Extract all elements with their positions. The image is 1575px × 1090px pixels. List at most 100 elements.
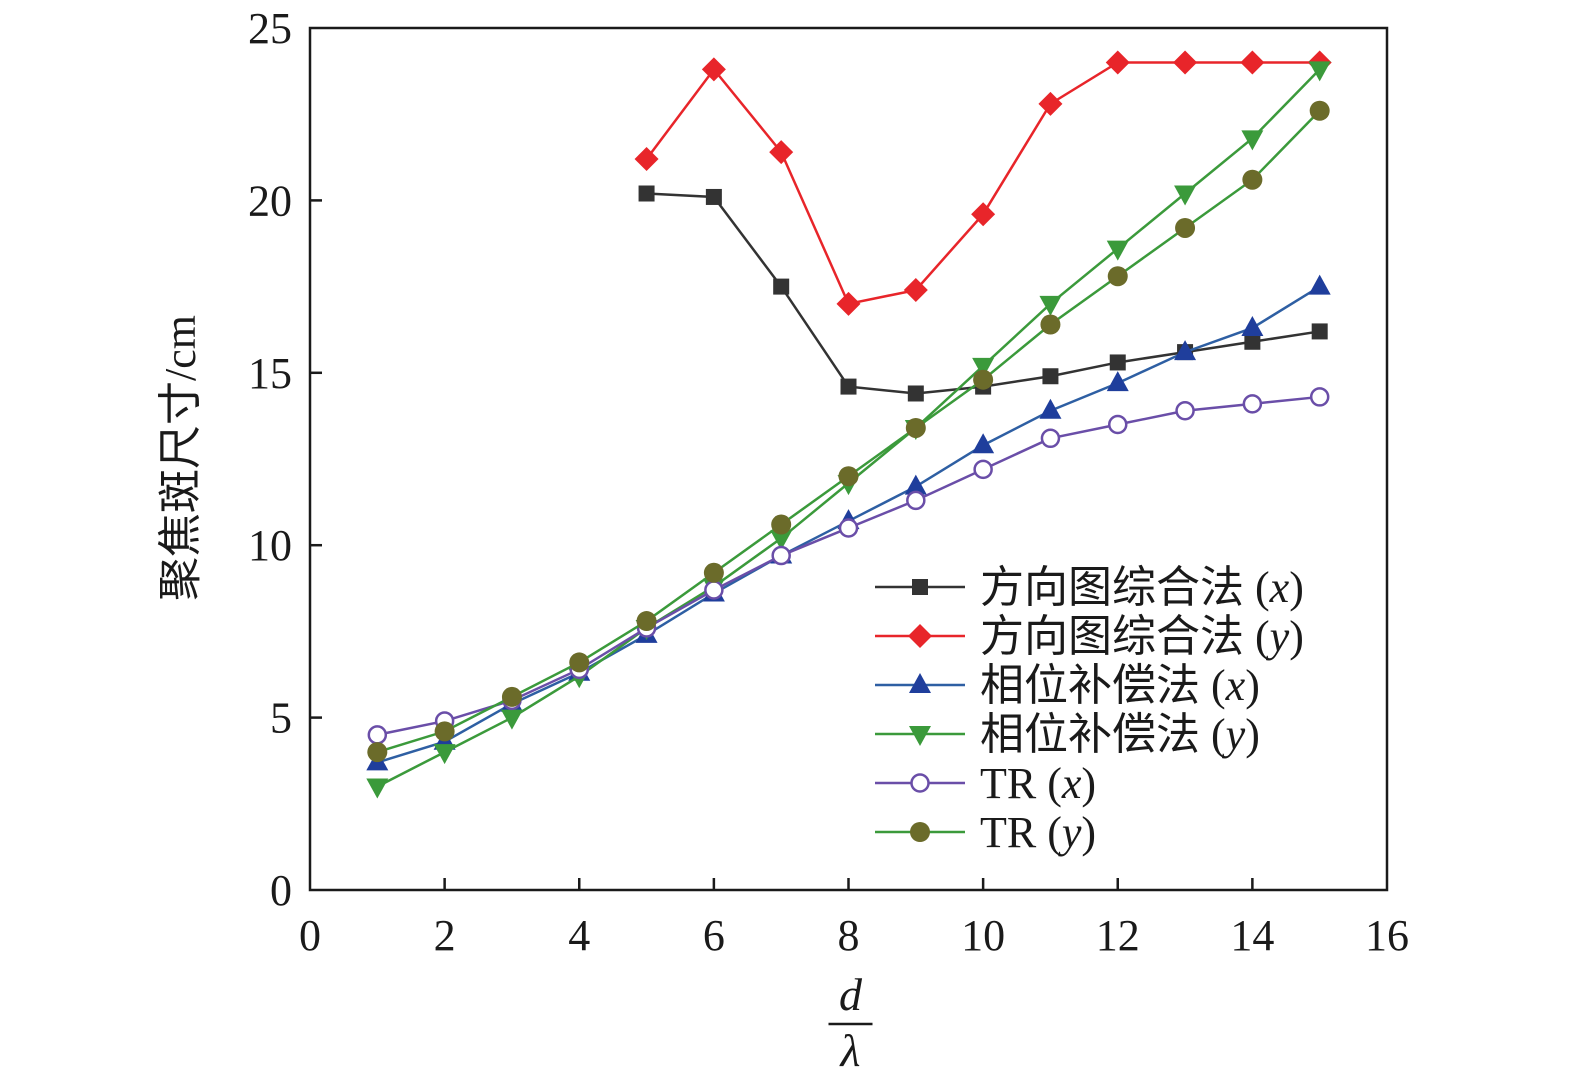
- marker-triangle-down: [972, 357, 995, 378]
- marker-triangle-up: [904, 474, 927, 495]
- marker-square: [840, 378, 857, 395]
- legend-label: 相位补偿法 (x): [980, 661, 1260, 710]
- marker-triangle-down: [1039, 295, 1062, 316]
- legend-label: TR (y): [980, 808, 1096, 857]
- marker-square: [907, 385, 924, 402]
- legend-item: 相位补偿法 (x): [875, 661, 1260, 710]
- marker-diamond: [701, 57, 726, 82]
- marker-triangle-up: [1241, 315, 1264, 336]
- legend-item: TR (y): [875, 808, 1096, 857]
- marker-circle: [1175, 217, 1196, 238]
- legend-item: 相位补偿法 (y): [875, 710, 1260, 759]
- series-5: [367, 387, 1330, 745]
- marker-square: [1042, 368, 1059, 385]
- y-tick-label: 20: [248, 176, 292, 225]
- marker-triangle-up: [909, 673, 931, 693]
- marker-circle-open: [367, 725, 388, 745]
- marker-diamond: [971, 202, 996, 227]
- plot-frame: [308, 26, 1389, 892]
- series-6: [367, 100, 1330, 763]
- marker-triangle-down: [1174, 185, 1197, 206]
- marker-diamond: [903, 278, 928, 303]
- marker-circle-open: [838, 518, 859, 538]
- marker-circle-open: [1242, 394, 1263, 414]
- x-axis-label-numerator: d: [839, 969, 863, 1020]
- marker-circle: [1309, 100, 1330, 121]
- marker-circle: [771, 514, 792, 535]
- marker-circle: [501, 686, 522, 707]
- marker-triangle-down: [500, 709, 523, 730]
- marker-triangle-down: [909, 726, 931, 746]
- marker-circle: [838, 466, 859, 487]
- marker-diamond: [1173, 50, 1198, 75]
- axes: 0 2 4 6 8 10 12 14 16 0 5 10 15 20 25: [248, 4, 1409, 960]
- x-tick-label: 4: [568, 911, 590, 960]
- series-layer: [366, 50, 1332, 799]
- x-tick-label: 2: [434, 911, 456, 960]
- marker-circle: [905, 417, 926, 438]
- x-tick-label: 0: [299, 911, 321, 960]
- marker-triangle-down: [770, 530, 793, 551]
- y-tick-label: 5: [270, 694, 292, 743]
- x-tick-label: 14: [1230, 911, 1274, 960]
- y-tick-label: 0: [270, 866, 292, 915]
- legend-label: 相位补偿法 (y): [980, 710, 1260, 759]
- marker-circle-open: [771, 545, 791, 566]
- marker-square: [1244, 333, 1261, 350]
- marker-square: [705, 188, 722, 205]
- marker-square: [638, 185, 655, 202]
- series-1: [638, 185, 1328, 402]
- marker-triangle-down: [1241, 130, 1264, 151]
- legend-label: 方向图综合法 (x): [980, 563, 1304, 612]
- legend: 方向图综合法 (x)方向图综合法 (y)相位补偿法 (x)相位补偿法 (y)TR…: [875, 563, 1304, 857]
- marker-circle-open: [973, 459, 993, 480]
- legend-item: TR (x): [875, 759, 1096, 808]
- series-line: [645, 61, 1320, 306]
- y-axis-label: 聚焦斑尺寸/cm: [156, 315, 205, 601]
- marker-square: [773, 278, 790, 295]
- legend-label: TR (x): [980, 759, 1096, 808]
- marker-circle-open: [1175, 400, 1195, 421]
- marker-triangle-up: [1174, 340, 1197, 361]
- marker-circle: [569, 652, 590, 673]
- marker-square: [912, 579, 928, 595]
- marker-diamond: [1038, 91, 1063, 116]
- marker-diamond: [1240, 50, 1265, 75]
- marker-circle: [1242, 169, 1263, 190]
- marker-circle: [434, 721, 455, 742]
- marker-circle: [973, 369, 994, 390]
- marker-circle: [1107, 266, 1128, 287]
- x-tick-label: 10: [961, 911, 1005, 960]
- marker-circle: [367, 742, 388, 763]
- marker-triangle-up: [972, 433, 995, 454]
- marker-circle: [636, 611, 657, 632]
- marker-triangle-down: [366, 778, 389, 799]
- marker-circle: [703, 562, 724, 583]
- marker-diamond: [908, 624, 932, 648]
- x-tick-label: 6: [703, 911, 725, 960]
- marker-triangle-down: [1106, 240, 1129, 261]
- marker-circle-open: [1309, 387, 1330, 407]
- marker-triangle-down: [1308, 61, 1331, 82]
- marker-circle-open: [1040, 428, 1061, 449]
- marker-triangle-up: [1308, 274, 1331, 295]
- marker-diamond: [634, 147, 659, 172]
- marker-diamond: [1105, 50, 1130, 75]
- marker-triangle-up: [1039, 398, 1062, 419]
- series-2: [634, 50, 1332, 316]
- x-axis-label-denominator: λ: [839, 1025, 861, 1076]
- legend-label: 方向图综合法 (y): [980, 612, 1304, 661]
- marker-circle-open: [704, 580, 724, 600]
- marker-circle-open: [910, 773, 930, 793]
- marker-square: [1311, 323, 1328, 340]
- y-tick-label: 10: [248, 521, 292, 570]
- x-tick-label: 12: [1096, 911, 1140, 960]
- legend-item: 方向图综合法 (x): [875, 563, 1304, 612]
- x-tick-label: 8: [838, 911, 860, 960]
- x-axis-label: d λ: [828, 969, 873, 1076]
- marker-diamond: [836, 291, 861, 316]
- x-tick-label: 16: [1365, 911, 1409, 960]
- marker-circle: [910, 822, 930, 842]
- marker-circle: [1040, 314, 1061, 335]
